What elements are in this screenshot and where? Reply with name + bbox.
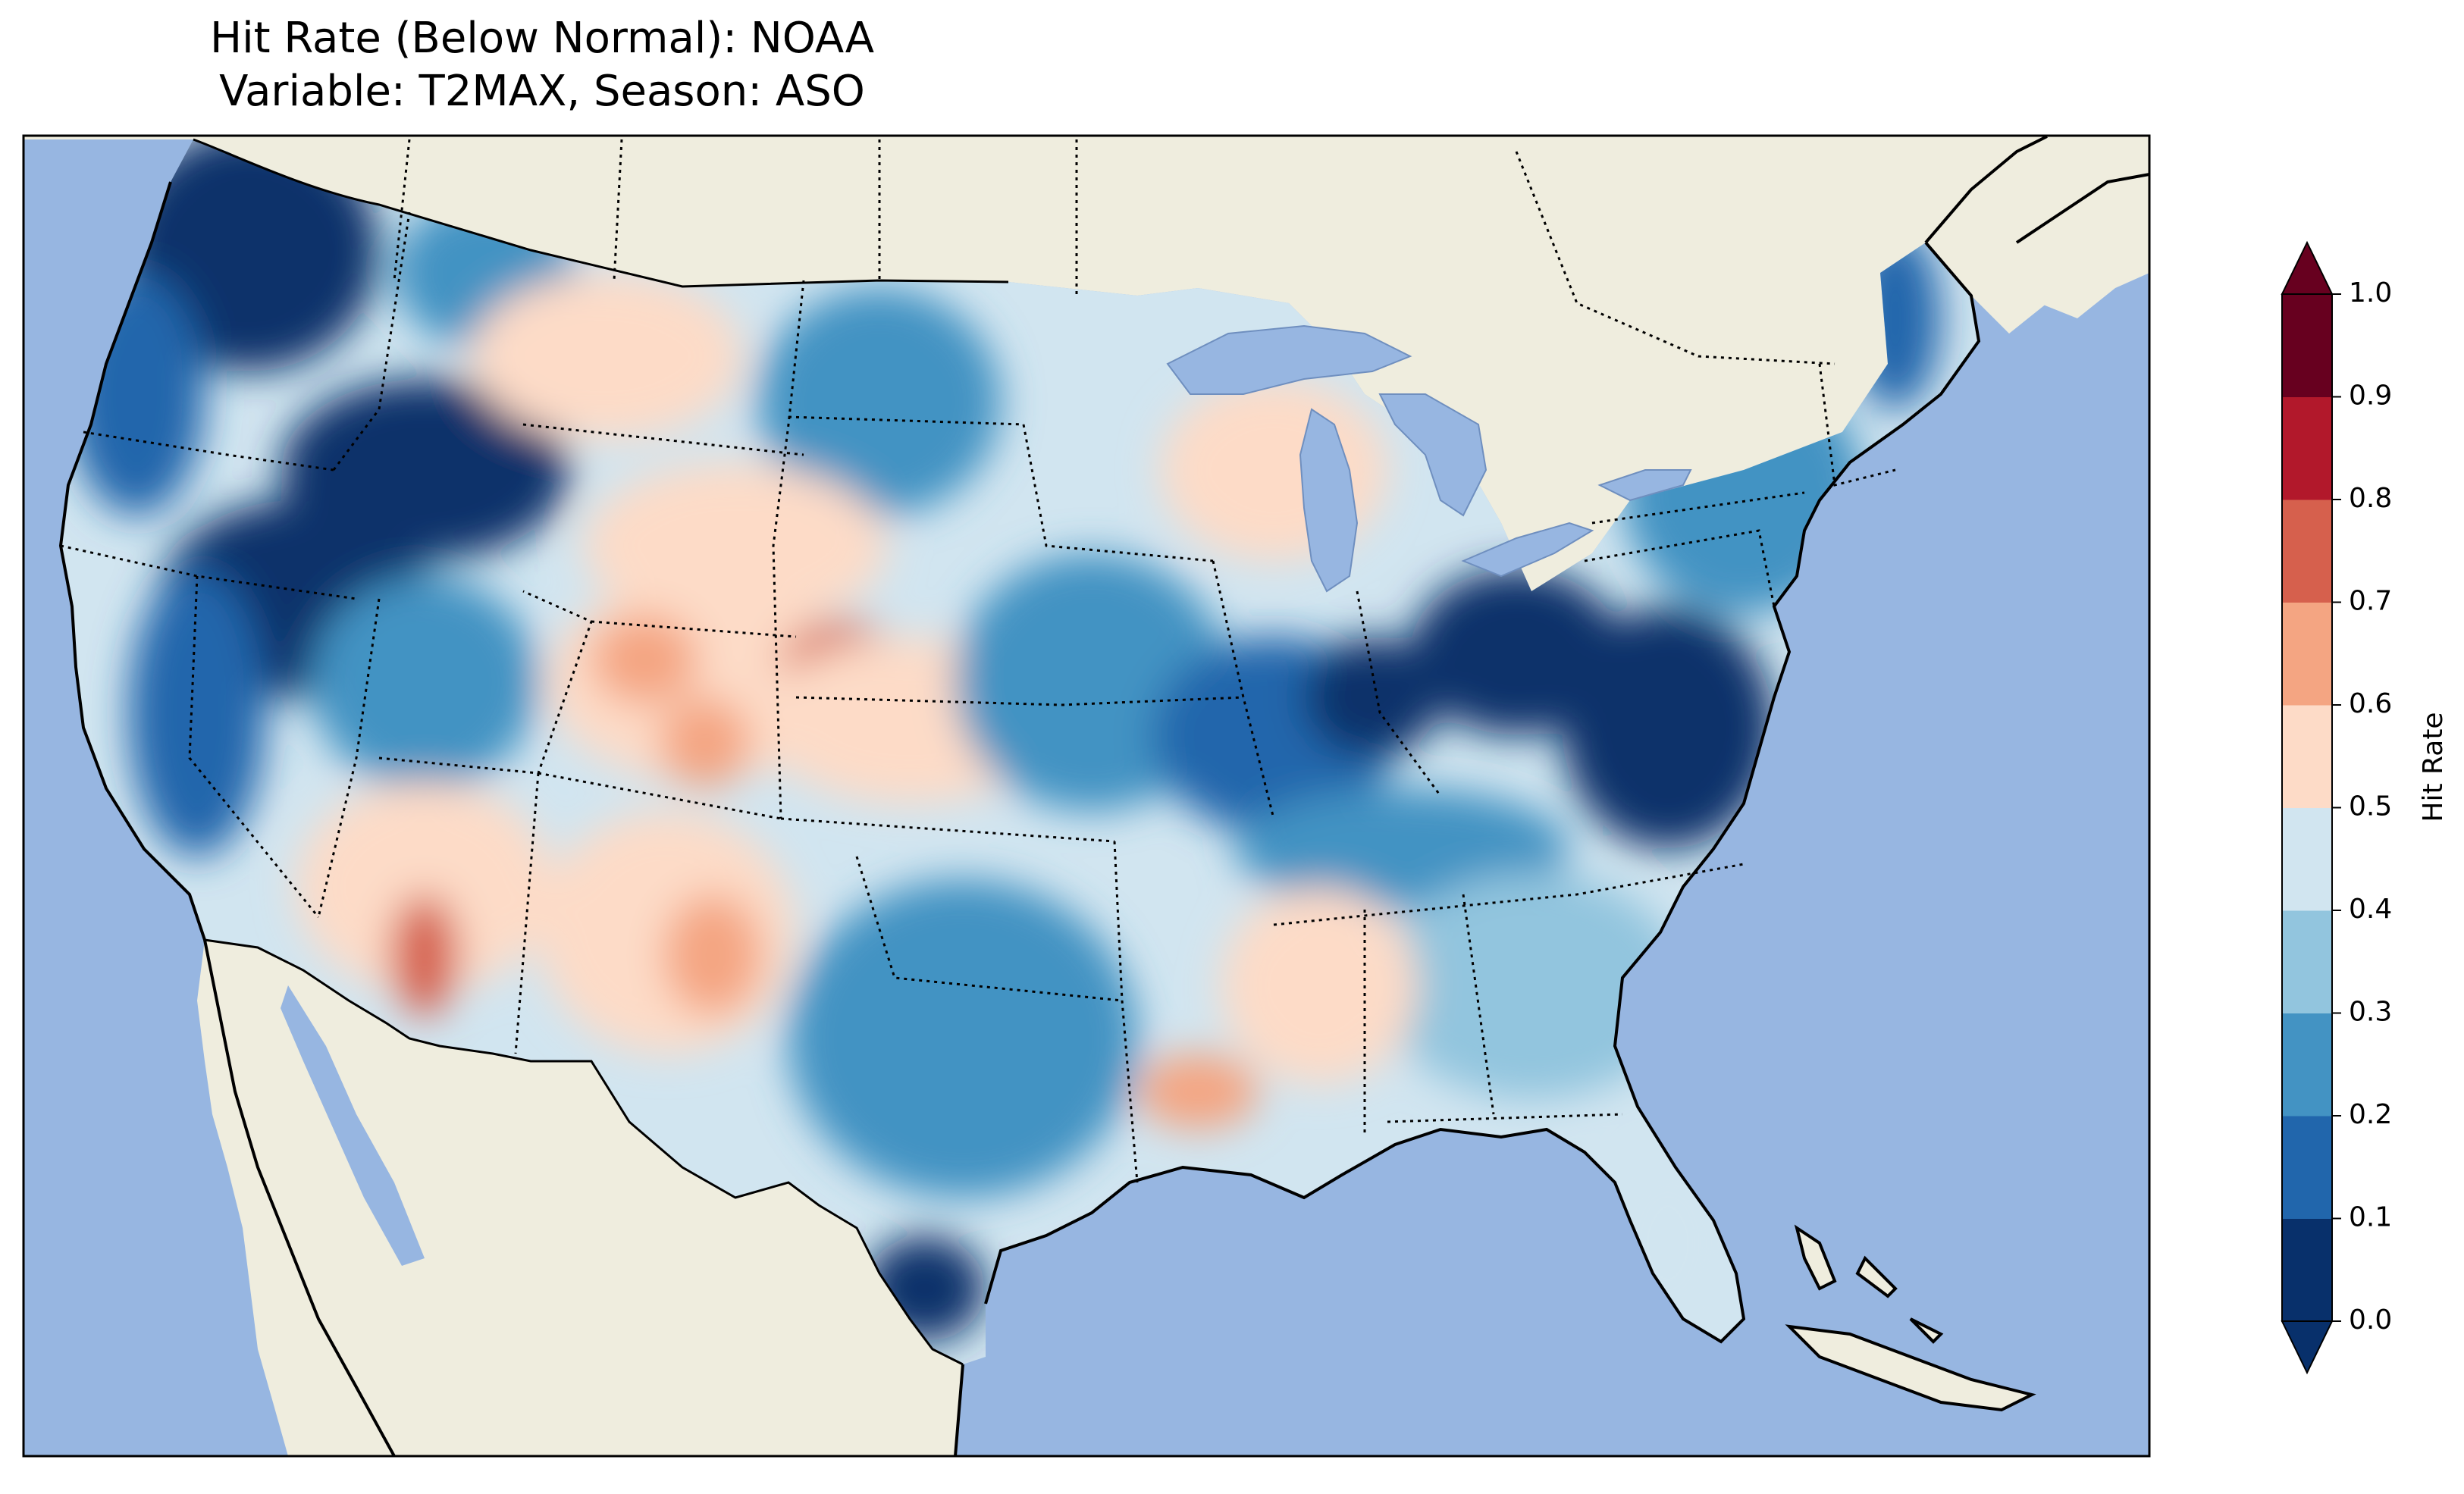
- colorbar-tick-label: 0.1: [2349, 1202, 2392, 1233]
- colorbar-bin: [2282, 1116, 2332, 1219]
- colorbar-bin: [2282, 396, 2332, 500]
- mexico-land: [197, 940, 963, 1456]
- region-indiana-dark: [1304, 637, 1440, 758]
- colorbar-label: Hit Rate: [2418, 712, 2449, 822]
- colorbar: 0.0 0.1 0.2 0.3 0.4 0.5 0.6 0.7 0.8 0.9 1.0: [2281, 240, 2392, 1375]
- state-border-il-in: [1212, 560, 1275, 819]
- map-panel: [24, 136, 2149, 1456]
- state-border-pa: [1584, 529, 1776, 607]
- field-regions: [68, 139, 1941, 1342]
- state-border-co-nm: [538, 772, 782, 820]
- state-border-new-england: [1818, 363, 1896, 487]
- baja-california: [205, 940, 432, 1456]
- state-border-az-nm: [514, 772, 540, 1054]
- colorbar-tick-label: 0.0: [2349, 1305, 2392, 1336]
- colorbar-bin: [2282, 807, 2332, 911]
- gulf-of-california: [281, 985, 425, 1266]
- state-border-mn-ia: [1022, 424, 1214, 562]
- colorbar-tick-label: 0.6: [2349, 688, 2392, 719]
- lake-michigan: [1299, 408, 1359, 593]
- state-border-dakotas: [772, 280, 805, 819]
- region-montana: [470, 273, 743, 440]
- state-border-ut: [378, 590, 593, 775]
- region-california-valley: [129, 568, 265, 857]
- mexico-coastline: [203, 939, 964, 1456]
- map-frame: [22, 134, 2151, 1458]
- region-great-basin: [311, 576, 538, 788]
- canada-coastline: [1924, 136, 2149, 244]
- state-border-ne-ks: [795, 696, 1062, 706]
- state-border-ky-tn: [1273, 863, 1745, 926]
- colorbar-extend-min: [2281, 1320, 2334, 1375]
- colorbar-extend-max: [2281, 240, 2334, 295]
- colorbar-tick-label: 1.0: [2349, 277, 2392, 309]
- colorbar-tick-label: 0.9: [2349, 381, 2392, 412]
- coastlines: [58, 136, 2149, 1456]
- state-border-ia-mo: [1061, 696, 1244, 706]
- region-texas: [788, 879, 1137, 1198]
- state-border-nv-ca: [188, 575, 320, 918]
- state-border-nd-sd: [788, 415, 1024, 426]
- lake-huron: [1378, 393, 1487, 517]
- us-mexico-border: [204, 938, 964, 1366]
- lake-superior: [1166, 324, 1412, 395]
- state-border-mo-ar: [1113, 841, 1139, 1183]
- colorbar-bin: [2282, 910, 2332, 1013]
- region-mississippi: [1221, 887, 1418, 1084]
- lake-ontario: [1597, 469, 1692, 502]
- colorbar-tick-label: 0.8: [2349, 483, 2392, 514]
- region-colorado-hot1: [591, 614, 698, 705]
- colorbar-tick-label: 0.3: [2349, 997, 2392, 1028]
- bahamas: [1794, 1224, 1944, 1344]
- state-border-or-ca: [60, 544, 357, 600]
- province-borders: [393, 139, 1835, 365]
- region-louisiana-hot: [1137, 1054, 1259, 1129]
- region-new-mexico-hot: [663, 894, 762, 1016]
- lake-erie: [1461, 521, 1594, 578]
- atlantic-canada-land: [2017, 174, 2149, 318]
- colorbar-tick-label: 0.2: [2349, 1099, 2392, 1130]
- state-border-ga-fl: [1387, 1113, 1623, 1123]
- colorbar-bin: [2282, 602, 2332, 706]
- state-border-ny-pa: [1591, 491, 1805, 525]
- state-border-or-wa: [83, 431, 334, 471]
- colorbar-bin: [2282, 294, 2332, 397]
- us-canada-border: [193, 138, 1009, 288]
- colorbar-bin: [2282, 1013, 2332, 1117]
- canada-land: [24, 136, 2149, 591]
- region-colorado-hot3: [660, 697, 751, 788]
- colorbar-tick-label: 0.5: [2349, 791, 2392, 822]
- international-borders: [193, 138, 1009, 1366]
- state-border-nv-ut: [317, 598, 381, 918]
- colorbar-bin: [2282, 1218, 2332, 1322]
- state-border-mt-wy: [522, 423, 804, 456]
- great-lakes: [1166, 324, 1692, 593]
- map-title-line-1: Hit Rate (Below Normal): NOAA: [209, 14, 875, 63]
- region-dakotas: [758, 288, 1001, 515]
- state-border-al-ga: [1462, 894, 1495, 1115]
- region-arizona: [296, 781, 553, 993]
- colorbar-bin: [2282, 705, 2332, 808]
- colorbar-bin: [2282, 500, 2332, 603]
- colorbar-tick-label: 0.4: [2349, 894, 2392, 925]
- cuba: [1785, 1324, 2036, 1412]
- state-border-idaho: [332, 211, 411, 471]
- state-borders: [60, 139, 1896, 1183]
- region-southeast: [1380, 872, 1683, 1099]
- state-border-ks-ok: [780, 817, 1115, 843]
- state-border-in-oh: [1356, 590, 1442, 797]
- region-virginia-dark: [1562, 606, 1774, 849]
- us-coastline: [58, 181, 1981, 1344]
- map-title-line-2: Variable: T2MAX, Season: ASO: [219, 67, 865, 116]
- colorbar-tick-label: 0.7: [2349, 586, 2392, 617]
- region-arizona-hot: [390, 894, 459, 1016]
